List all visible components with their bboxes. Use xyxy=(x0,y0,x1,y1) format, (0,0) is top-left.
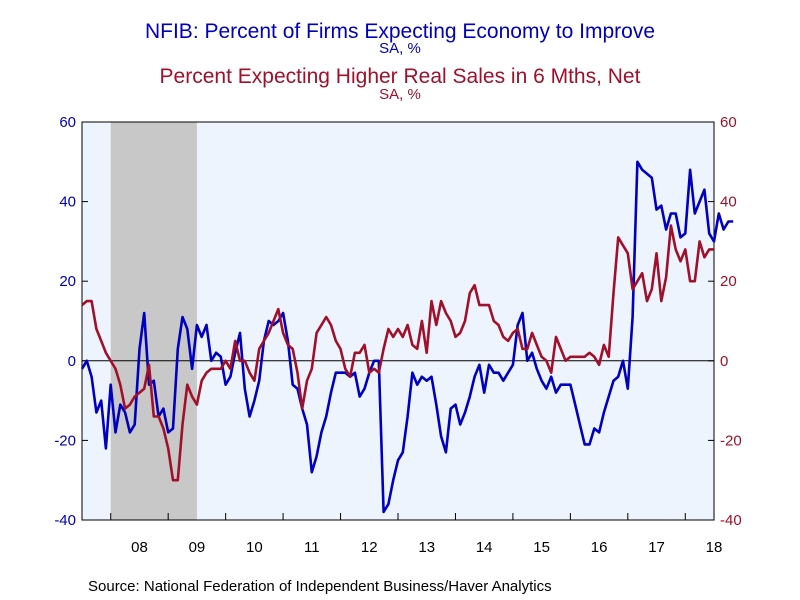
y-tick-label-left: 0 xyxy=(68,353,76,370)
y-tick-label-right: 40 xyxy=(720,194,737,211)
x-tick-label: 09 xyxy=(189,539,206,556)
x-tick-label: 16 xyxy=(591,539,608,556)
chart-title-unit: SA, % xyxy=(379,40,421,57)
y-tick-label-right: 0 xyxy=(720,353,728,370)
x-tick-label: 08 xyxy=(131,539,148,556)
y-tick-label-right: -20 xyxy=(720,432,742,449)
y-tick-label-right: 20 xyxy=(720,273,737,290)
y-tick-label-left: 40 xyxy=(59,194,76,211)
y-tick-label-left: -20 xyxy=(54,432,76,449)
x-tick-label: 18 xyxy=(706,539,723,556)
series-line-2 xyxy=(81,224,714,482)
chart-subtitle: Percent Expecting Higher Real Sales in 6… xyxy=(159,65,641,88)
y-tick-label-right: -40 xyxy=(720,512,742,529)
source-note: Source: National Federation of Independe… xyxy=(88,578,552,595)
chart-subtitle-unit: SA, % xyxy=(379,86,421,103)
y-tick-label-left: 20 xyxy=(59,273,76,290)
x-tick-label: 12 xyxy=(361,539,378,556)
chart-title: NFIB: Percent of Firms Expecting Economy… xyxy=(144,20,655,43)
x-tick-label: 11 xyxy=(304,539,320,556)
x-tick-label: 13 xyxy=(418,539,435,556)
x-tick-label: 14 xyxy=(476,539,493,556)
series-line-1 xyxy=(80,160,734,514)
y-tick-label-left: 60 xyxy=(59,114,76,131)
x-tick-label: 10 xyxy=(246,539,263,556)
x-tick-label: 17 xyxy=(648,539,665,556)
y-tick-label-right: 60 xyxy=(720,114,737,131)
y-tick-label-left: -40 xyxy=(54,512,76,529)
x-tick-label: 15 xyxy=(533,539,550,556)
